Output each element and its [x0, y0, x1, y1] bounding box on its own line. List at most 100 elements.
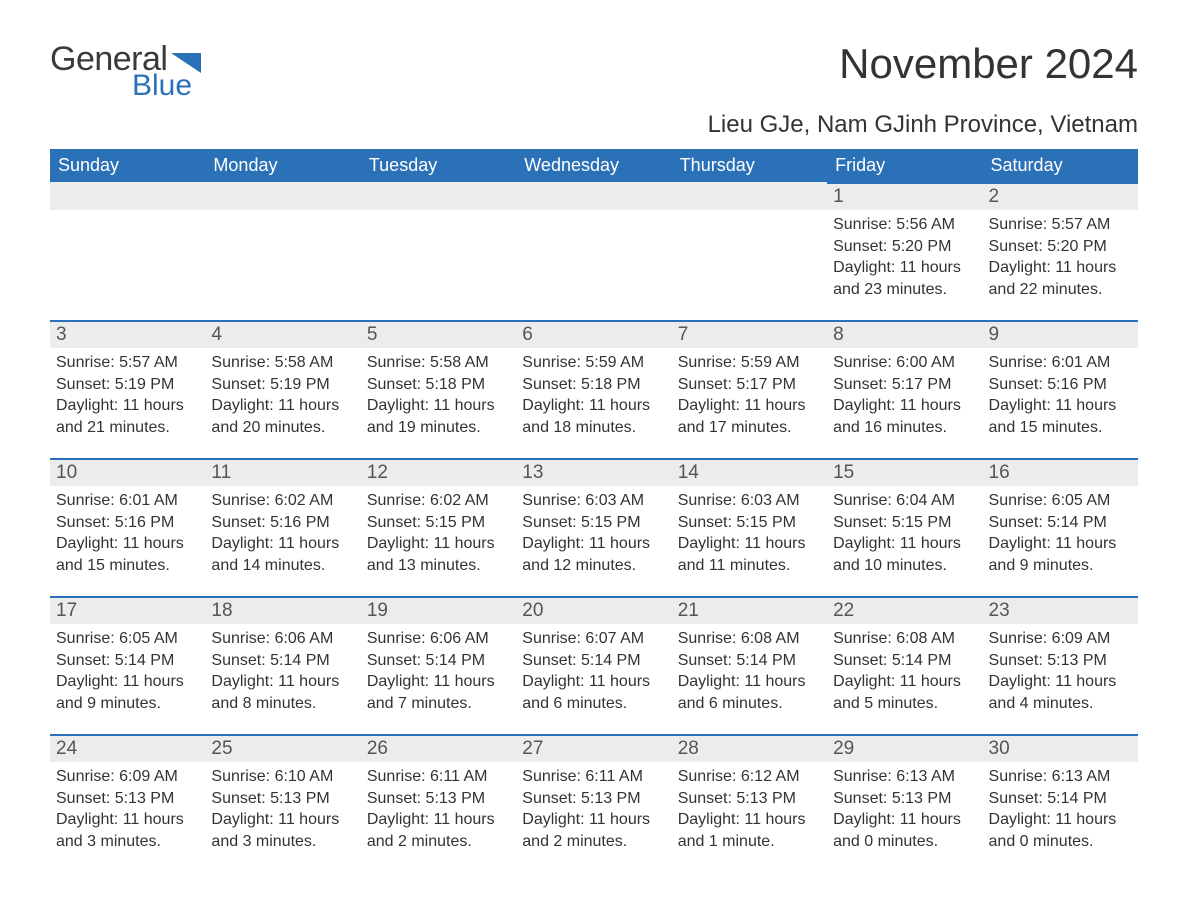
calendar-cell: 21Sunrise: 6:08 AMSunset: 5:14 PMDayligh… — [672, 596, 827, 734]
day-number: 28 — [672, 734, 827, 762]
daylight-text: Daylight: 11 hours and 15 minutes. — [56, 533, 199, 576]
sunset-text: Sunset: 5:15 PM — [522, 512, 665, 534]
calendar-cell: 22Sunrise: 6:08 AMSunset: 5:14 PMDayligh… — [827, 596, 982, 734]
calendar-cell: 7Sunrise: 5:59 AMSunset: 5:17 PMDaylight… — [672, 320, 827, 458]
logo: General Blue — [50, 40, 201, 103]
sunrise-text: Sunrise: 6:02 AM — [211, 490, 354, 512]
sunset-text: Sunset: 5:14 PM — [211, 650, 354, 672]
day-details: Sunrise: 6:11 AMSunset: 5:13 PMDaylight:… — [361, 762, 516, 860]
calendar-cell: 11Sunrise: 6:02 AMSunset: 5:16 PMDayligh… — [205, 458, 360, 596]
sunrise-text: Sunrise: 6:01 AM — [989, 352, 1132, 374]
calendar-cell: 4Sunrise: 5:58 AMSunset: 5:19 PMDaylight… — [205, 320, 360, 458]
weekday-thursday: Thursday — [672, 149, 827, 182]
sunset-text: Sunset: 5:18 PM — [367, 374, 510, 396]
day-number: 16 — [983, 458, 1138, 486]
sunset-text: Sunset: 5:14 PM — [522, 650, 665, 672]
weekday-tuesday: Tuesday — [361, 149, 516, 182]
daylight-text: Daylight: 11 hours and 2 minutes. — [522, 809, 665, 852]
logo-blue-text: Blue — [132, 69, 192, 103]
sunset-text: Sunset: 5:14 PM — [989, 788, 1132, 810]
calendar-cell: 18Sunrise: 6:06 AMSunset: 5:14 PMDayligh… — [205, 596, 360, 734]
weekday-friday: Friday — [827, 149, 982, 182]
sunrise-text: Sunrise: 6:11 AM — [522, 766, 665, 788]
daylight-text: Daylight: 11 hours and 21 minutes. — [56, 395, 199, 438]
calendar-cell: 27Sunrise: 6:11 AMSunset: 5:13 PMDayligh… — [516, 734, 671, 872]
daylight-text: Daylight: 11 hours and 18 minutes. — [522, 395, 665, 438]
calendar-cell: 12Sunrise: 6:02 AMSunset: 5:15 PMDayligh… — [361, 458, 516, 596]
daylight-text: Daylight: 11 hours and 23 minutes. — [833, 257, 976, 300]
sunset-text: Sunset: 5:14 PM — [367, 650, 510, 672]
sunrise-text: Sunrise: 5:58 AM — [367, 352, 510, 374]
calendar-cell: 2Sunrise: 5:57 AMSunset: 5:20 PMDaylight… — [983, 182, 1138, 320]
day-details: Sunrise: 5:59 AMSunset: 5:17 PMDaylight:… — [672, 348, 827, 446]
sunset-text: Sunset: 5:19 PM — [56, 374, 199, 396]
day-details: Sunrise: 6:02 AMSunset: 5:16 PMDaylight:… — [205, 486, 360, 584]
day-number: 14 — [672, 458, 827, 486]
day-number: 6 — [516, 320, 671, 348]
sunrise-text: Sunrise: 6:03 AM — [522, 490, 665, 512]
day-number: 4 — [205, 320, 360, 348]
weekday-wednesday: Wednesday — [516, 149, 671, 182]
daylight-text: Daylight: 11 hours and 0 minutes. — [989, 809, 1132, 852]
day-details: Sunrise: 6:00 AMSunset: 5:17 PMDaylight:… — [827, 348, 982, 446]
day-details: Sunrise: 6:04 AMSunset: 5:15 PMDaylight:… — [827, 486, 982, 584]
sunrise-text: Sunrise: 5:59 AM — [678, 352, 821, 374]
sunrise-text: Sunrise: 6:10 AM — [211, 766, 354, 788]
sunrise-text: Sunrise: 6:00 AM — [833, 352, 976, 374]
calendar-cell: 17Sunrise: 6:05 AMSunset: 5:14 PMDayligh… — [50, 596, 205, 734]
day-number: 8 — [827, 320, 982, 348]
weekday-header-row: SundayMondayTuesdayWednesdayThursdayFrid… — [50, 149, 1138, 182]
day-details: Sunrise: 6:05 AMSunset: 5:14 PMDaylight:… — [983, 486, 1138, 584]
sunrise-text: Sunrise: 6:01 AM — [56, 490, 199, 512]
calendar-row: 1Sunrise: 5:56 AMSunset: 5:20 PMDaylight… — [50, 182, 1138, 320]
calendar-cell: 29Sunrise: 6:13 AMSunset: 5:13 PMDayligh… — [827, 734, 982, 872]
calendar-cell: 15Sunrise: 6:04 AMSunset: 5:15 PMDayligh… — [827, 458, 982, 596]
day-number: 1 — [827, 182, 982, 210]
calendar-cell — [205, 182, 360, 320]
calendar-cell: 20Sunrise: 6:07 AMSunset: 5:14 PMDayligh… — [516, 596, 671, 734]
day-details: Sunrise: 6:03 AMSunset: 5:15 PMDaylight:… — [672, 486, 827, 584]
sunset-text: Sunset: 5:19 PM — [211, 374, 354, 396]
daylight-text: Daylight: 11 hours and 19 minutes. — [367, 395, 510, 438]
calendar-cell — [516, 182, 671, 320]
sunset-text: Sunset: 5:14 PM — [56, 650, 199, 672]
sunset-text: Sunset: 5:14 PM — [678, 650, 821, 672]
day-number: 9 — [983, 320, 1138, 348]
sunset-text: Sunset: 5:13 PM — [522, 788, 665, 810]
calendar-row: 24Sunrise: 6:09 AMSunset: 5:13 PMDayligh… — [50, 734, 1138, 872]
day-number: 10 — [50, 458, 205, 486]
day-details: Sunrise: 6:05 AMSunset: 5:14 PMDaylight:… — [50, 624, 205, 722]
sunset-text: Sunset: 5:18 PM — [522, 374, 665, 396]
sunrise-text: Sunrise: 5:56 AM — [833, 214, 976, 236]
sunrise-text: Sunrise: 6:06 AM — [211, 628, 354, 650]
sunrise-text: Sunrise: 6:11 AM — [367, 766, 510, 788]
sunrise-text: Sunrise: 6:08 AM — [833, 628, 976, 650]
day-details: Sunrise: 6:08 AMSunset: 5:14 PMDaylight:… — [672, 624, 827, 722]
calendar-row: 17Sunrise: 6:05 AMSunset: 5:14 PMDayligh… — [50, 596, 1138, 734]
calendar-cell: 26Sunrise: 6:11 AMSunset: 5:13 PMDayligh… — [361, 734, 516, 872]
day-number: 2 — [983, 182, 1138, 210]
day-number: 17 — [50, 596, 205, 624]
daylight-text: Daylight: 11 hours and 2 minutes. — [367, 809, 510, 852]
daylight-text: Daylight: 11 hours and 6 minutes. — [522, 671, 665, 714]
day-number: 26 — [361, 734, 516, 762]
daylight-text: Daylight: 11 hours and 15 minutes. — [989, 395, 1132, 438]
daylight-text: Daylight: 11 hours and 22 minutes. — [989, 257, 1132, 300]
sunrise-text: Sunrise: 6:13 AM — [989, 766, 1132, 788]
calendar-cell: 23Sunrise: 6:09 AMSunset: 5:13 PMDayligh… — [983, 596, 1138, 734]
sunrise-text: Sunrise: 6:03 AM — [678, 490, 821, 512]
calendar-cell: 9 Sunrise: 6:01 AMSunset: 5:16 PMDaylight… — [983, 320, 1138, 458]
calendar-cell: 24Sunrise: 6:09 AMSunset: 5:13 PMDayligh… — [50, 734, 205, 872]
calendar-cell: 16Sunrise: 6:05 AMSunset: 5:14 PMDayligh… — [983, 458, 1138, 596]
day-details: Sunrise: 5:58 AMSunset: 5:19 PMDaylight:… — [205, 348, 360, 446]
day-details: Sunrise: 6:13 AMSunset: 5:14 PMDaylight:… — [983, 762, 1138, 860]
calendar-cell: 25Sunrise: 6:10 AMSunset: 5:13 PMDayligh… — [205, 734, 360, 872]
sunset-text: Sunset: 5:16 PM — [989, 374, 1132, 396]
day-details: Sunrise: 6:07 AMSunset: 5:14 PMDaylight:… — [516, 624, 671, 722]
sunrise-text: Sunrise: 5:57 AM — [56, 352, 199, 374]
day-number: 12 — [361, 458, 516, 486]
sunrise-text: Sunrise: 6:05 AM — [56, 628, 199, 650]
day-details: Sunrise: 5:58 AMSunset: 5:18 PMDaylight:… — [361, 348, 516, 446]
sunset-text: Sunset: 5:17 PM — [833, 374, 976, 396]
day-details: Sunrise: 6:09 AMSunset: 5:13 PMDaylight:… — [50, 762, 205, 860]
